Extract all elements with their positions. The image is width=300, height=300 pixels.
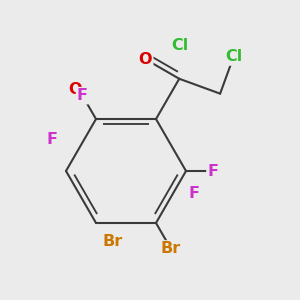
Text: O: O [139,52,152,67]
Text: O: O [68,82,82,98]
Text: F: F [77,88,88,103]
Text: F: F [208,164,218,178]
Text: Cl: Cl [225,50,242,64]
Text: Cl: Cl [171,38,189,52]
Text: F: F [47,132,58,147]
Text: Br: Br [102,234,123,249]
Text: Br: Br [161,242,181,256]
Text: F: F [188,186,199,201]
